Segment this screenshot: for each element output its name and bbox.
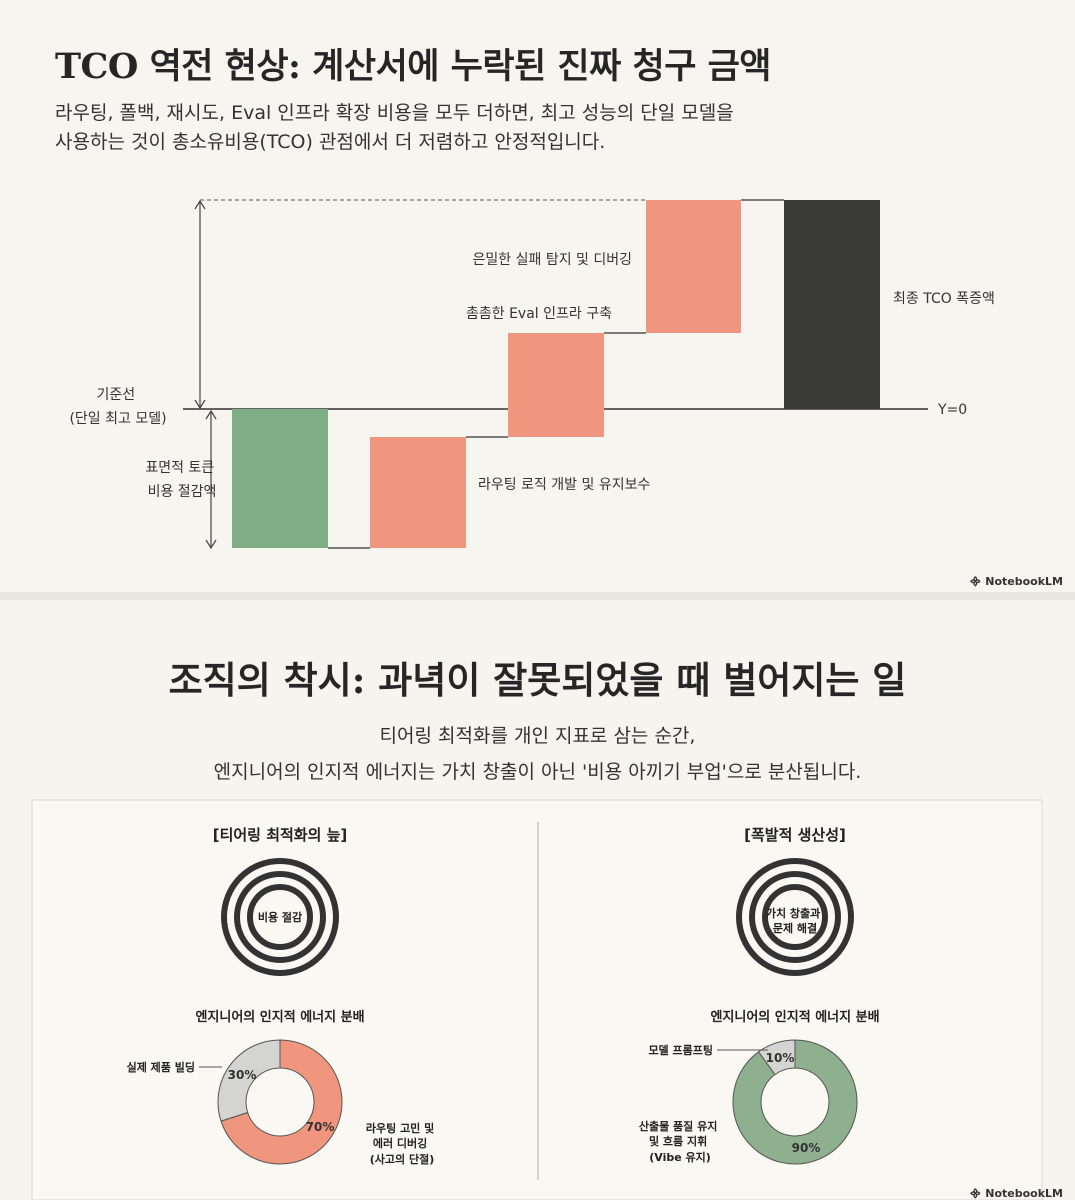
donut-slice: [217, 1039, 281, 1122]
target-icon: [221, 858, 339, 976]
slide-title: 조직의 착시: 과녁이 잘못되었을 때 벌어지는 일: [168, 658, 907, 702]
left-slice-label: 실제 제품 빌딩: [127, 1060, 195, 1074]
slide-subtitle: 라우팅, 폴백, 재시도, Eval 인프라 확장 비용을 모두 더하면, 최고…: [55, 99, 734, 157]
subtitle-line: 사용하는 것이 총소유비용(TCO) 관점에서 더 저렴하고 안정적입니다.: [55, 131, 606, 153]
right-slice-pct: 10%: [766, 1051, 795, 1065]
baseline-label: 기준선 (단일 최고 모델): [69, 387, 166, 427]
step-label-debugging: 은밀한 실패 탐지 및 디버깅: [473, 252, 632, 268]
slide-organization: 조직의 착시: 과녁이 잘못되었을 때 벌어지는 일 티어링 최적화를 개인 지…: [0, 600, 1075, 1200]
donut-slice: [732, 1039, 858, 1165]
bar-final-tco: [784, 200, 880, 409]
left-slice-label: 라우팅 고민 및 에러 디버깅 (사고의 단절): [366, 1121, 438, 1166]
donut-slice: [220, 1039, 343, 1165]
subtitle-line: 라우팅, 폴백, 재시도, Eval 인프라 확장 비용을 모두 더하면, 최고…: [55, 102, 734, 124]
left-slice-pct: 30%: [228, 1068, 257, 1082]
bar-debugging-cost: [646, 200, 741, 333]
target-icon: [736, 858, 854, 976]
bar-token-savings: [232, 409, 328, 548]
comparison-panel: [31, 799, 1043, 1200]
donut-slice: [757, 1039, 796, 1076]
slide-subtitle: 티어링 최적화를 개인 지표로 삼는 순간, 엔지니어의 인지적 에너지는 가치…: [0, 718, 1075, 790]
step-label-savings: 표면적 토큰 비용 절감액: [145, 460, 218, 500]
left-target-label: 비용 절감: [258, 910, 302, 924]
bar-routing-cost: [370, 437, 466, 548]
step-label-eval: 촘촘한 Eval 인프라 구축: [466, 306, 612, 322]
right-heading: [폭발적 생산성]: [744, 826, 846, 844]
arrow-head-up: [194, 199, 206, 210]
savings-arrow-head-down: [205, 539, 217, 550]
comparison-diagram: [티어링 최적화의 늪] 비용 절감 엔지니어의 인지적 에너지 분배 30% …: [31, 799, 1043, 1200]
right-slice-label: 산출물 품질 유지 및 흐름 지휘 (Vibe 유지): [639, 1119, 721, 1164]
left-donut-title: 엔지니어의 인지적 에너지 분배: [195, 1009, 364, 1025]
left-slice-pct: 70%: [306, 1120, 335, 1134]
right-donut-title: 엔지니어의 인지적 에너지 분배: [710, 1009, 879, 1025]
subtitle-line: 티어링 최적화를 개인 지표로 삼는 순간,: [379, 725, 696, 747]
zero-label: Y=0: [937, 402, 967, 418]
subtitle-line: 엔지니어의 인지적 에너지는 가치 창출이 아닌 '비용 아끼기 부업'으로 분…: [213, 761, 862, 783]
watermark: ᯽ NotebookLM: [969, 575, 1063, 588]
left-heading: [티어링 최적화의 늪]: [213, 826, 348, 844]
notebooklm-logo-icon: ᯽: [969, 575, 986, 588]
right-target-label: 가치 창출과 문제 해결: [766, 906, 824, 935]
notebooklm-logo-icon: ᯽: [969, 1187, 986, 1200]
savings-arrow-head-up: [205, 409, 217, 420]
step-label-routing: 라우팅 로직 개발 및 유지보수: [478, 477, 650, 493]
right-donut-chart: [732, 1039, 858, 1165]
slide-tco: TCO 역전 현상: 계산서에 누락된 진짜 청구 금액 라우팅, 폴백, 재시…: [0, 0, 1075, 592]
step-label-final: 최종 TCO 폭증액: [893, 291, 995, 307]
arrow-head-down: [194, 399, 206, 410]
waterfall-diagram: 기준선 (단일 최고 모델) Y=0 표면적 토큰 비용 절감액 라우팅 로직 …: [69, 199, 995, 550]
right-slice-pct: 90%: [792, 1141, 821, 1155]
left-donut-chart: [217, 1039, 343, 1165]
bar-eval-cost: [508, 333, 604, 437]
right-slice-label: 모델 프롬프팅: [648, 1043, 713, 1057]
watermark: ᯽ NotebookLM: [969, 1187, 1063, 1200]
slide-title: TCO 역전 현상: 계산서에 누락된 진짜 청구 금액: [55, 46, 772, 87]
